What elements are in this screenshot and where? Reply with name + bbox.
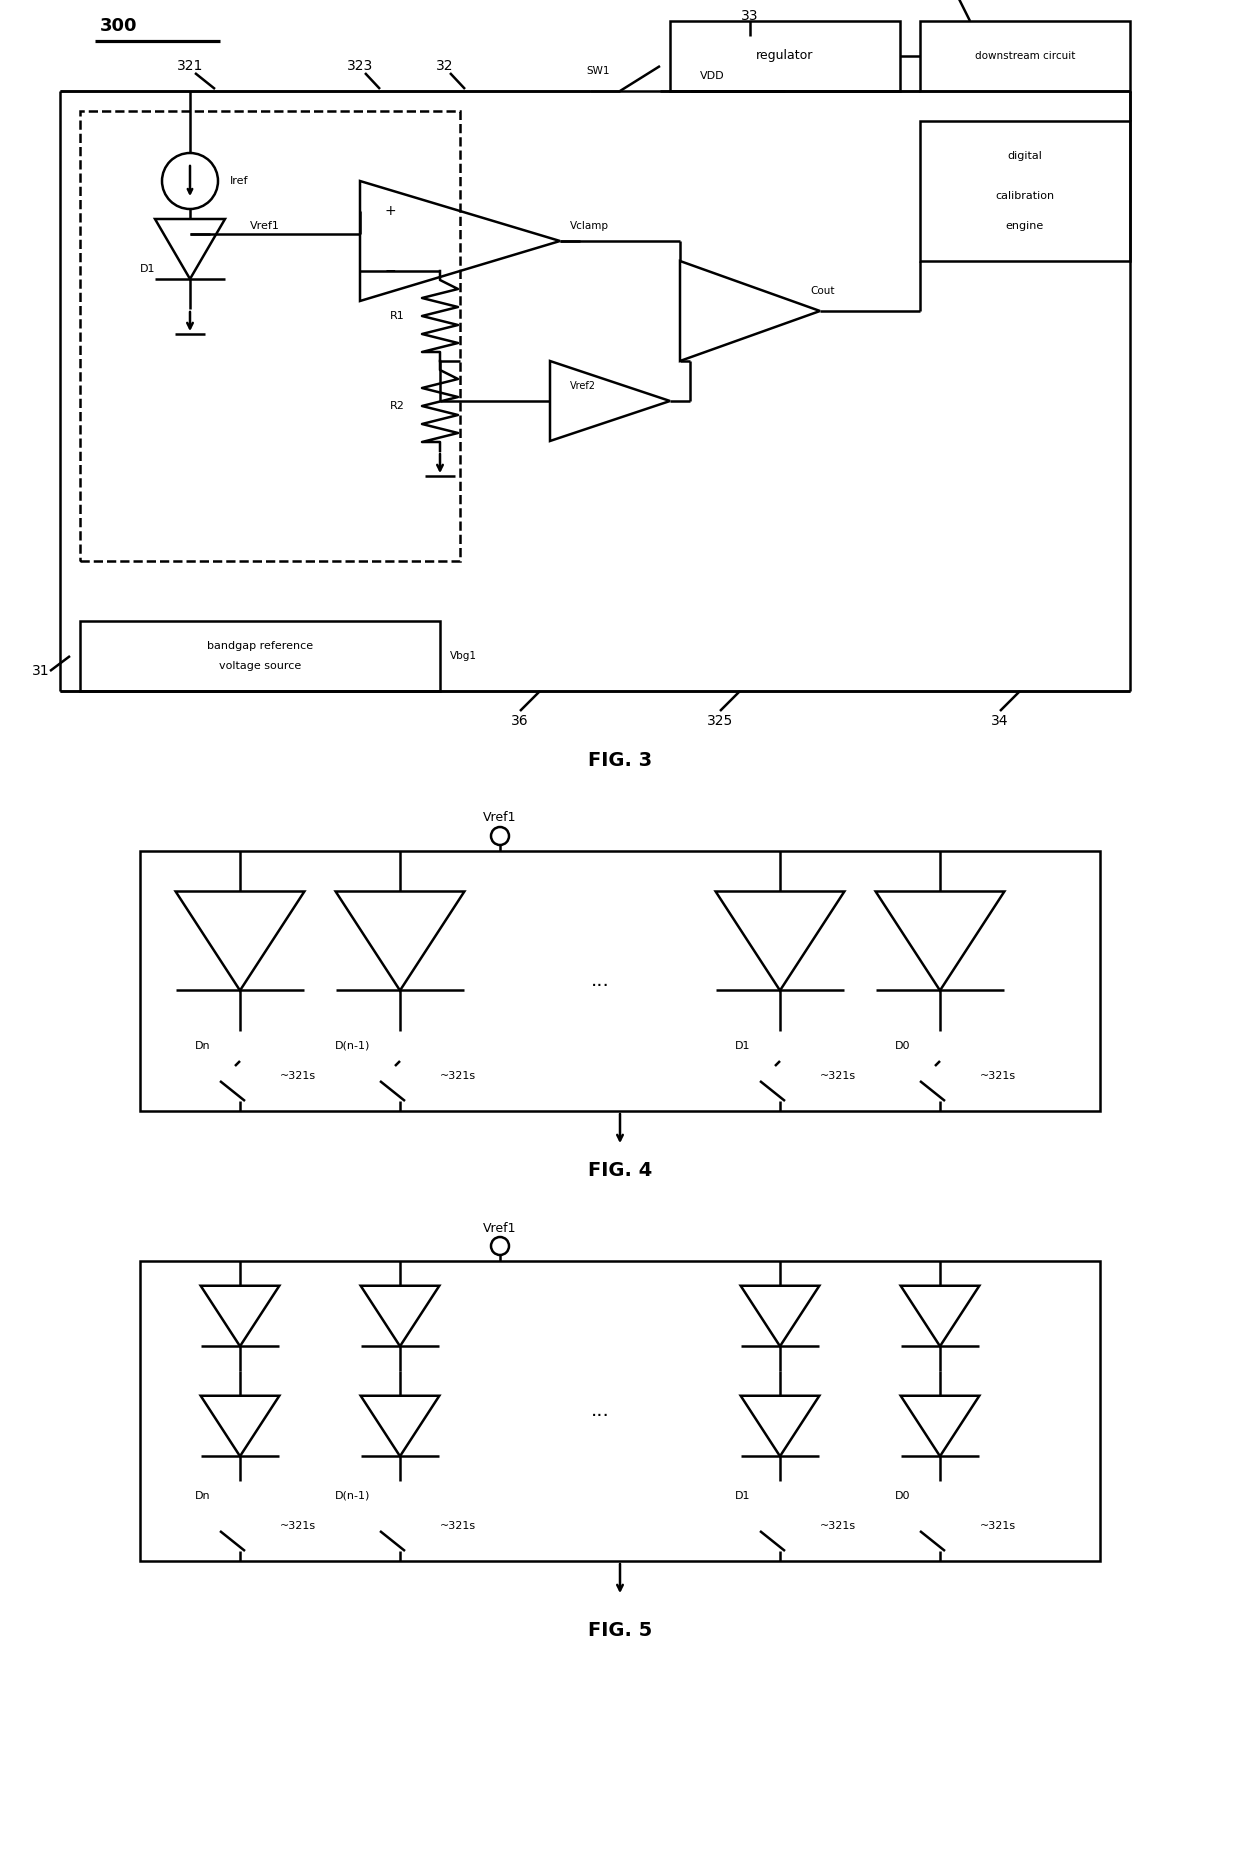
Text: Vref1: Vref1 (250, 221, 280, 231)
Text: Vref1: Vref1 (484, 811, 517, 824)
Text: Dn: Dn (195, 1040, 210, 1051)
Text: FIG. 4: FIG. 4 (588, 1161, 652, 1180)
Text: ~321s: ~321s (980, 1520, 1016, 1532)
Text: D0: D0 (894, 1040, 910, 1051)
Text: Iref: Iref (229, 177, 248, 186)
Bar (81, 112, 460, 560)
Text: ...: ... (590, 1401, 609, 1420)
Text: voltage source: voltage source (219, 661, 301, 672)
Text: ~321s: ~321s (820, 1070, 856, 1081)
Text: ...: ... (590, 971, 609, 990)
Bar (140, 1262, 1100, 1561)
Text: Dn: Dn (195, 1491, 210, 1502)
Text: R2: R2 (391, 400, 405, 411)
Text: 31: 31 (32, 664, 50, 677)
Text: downstream circuit: downstream circuit (975, 50, 1075, 61)
Text: ~321s: ~321s (280, 1070, 316, 1081)
Text: D1: D1 (140, 264, 155, 274)
Text: 32: 32 (436, 60, 454, 73)
Text: 300: 300 (100, 17, 138, 35)
Text: ~321s: ~321s (440, 1070, 476, 1081)
Text: R1: R1 (391, 311, 405, 320)
Text: digital: digital (1008, 151, 1043, 162)
Text: Vref1: Vref1 (484, 1221, 517, 1234)
Text: 323: 323 (347, 60, 373, 73)
Text: 325: 325 (707, 715, 733, 728)
Bar (920, 121, 1130, 261)
Text: engine: engine (1006, 221, 1044, 231)
Text: bandgap reference: bandgap reference (207, 640, 312, 651)
Text: ~321s: ~321s (820, 1520, 856, 1532)
Text: 321: 321 (177, 60, 203, 73)
Text: D(n-1): D(n-1) (335, 1491, 370, 1502)
Text: 34: 34 (991, 715, 1009, 728)
Bar (670, 20, 900, 91)
Bar (920, 20, 1130, 91)
Text: ~321s: ~321s (980, 1070, 1016, 1081)
Text: D1: D1 (734, 1491, 750, 1502)
Text: D1: D1 (734, 1040, 750, 1051)
Text: 36: 36 (511, 715, 528, 728)
Text: regulator: regulator (756, 50, 813, 63)
Bar (81, 622, 440, 690)
Text: Cout: Cout (810, 287, 835, 296)
Text: Vbg1: Vbg1 (450, 651, 477, 661)
Text: D(n-1): D(n-1) (335, 1040, 370, 1051)
Text: calibration: calibration (996, 192, 1054, 201)
Text: VDD: VDD (701, 71, 724, 82)
Text: ~321s: ~321s (440, 1520, 476, 1532)
Text: +: + (384, 205, 397, 218)
Text: D0: D0 (894, 1491, 910, 1502)
Text: ~321s: ~321s (280, 1520, 316, 1532)
Text: −: − (384, 264, 397, 277)
Text: FIG. 5: FIG. 5 (588, 1621, 652, 1641)
Text: SW1: SW1 (587, 65, 610, 76)
Bar (140, 850, 1100, 1111)
Text: 33: 33 (742, 9, 759, 22)
Text: Vclamp: Vclamp (570, 221, 609, 231)
Text: Vref2: Vref2 (570, 382, 596, 391)
Text: FIG. 3: FIG. 3 (588, 752, 652, 770)
